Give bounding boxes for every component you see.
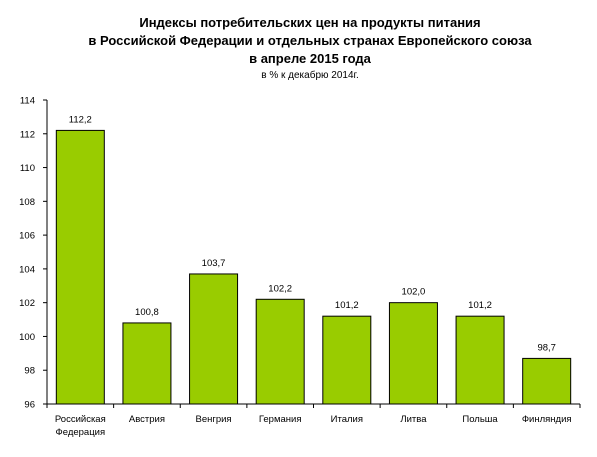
data-label: 100,8 — [135, 307, 159, 318]
data-label: 102,0 — [402, 287, 426, 298]
bar — [322, 315, 372, 405]
chart-title-line-2: в Российской Федерации и отдельных стран… — [88, 33, 532, 48]
plot-area: 96 98 100 102 104 106 108 110 112 114 112,2 Российс… — [19, 96, 581, 438]
x-category-label: Германия — [259, 414, 302, 425]
x-category-label: Австрия — [129, 414, 165, 425]
x-category-label: Италия — [331, 414, 363, 425]
bar — [189, 273, 239, 405]
chart-subtitle: в % к декабрю 2014г. — [261, 69, 359, 81]
y-tick-label: 102 — [19, 298, 35, 309]
y-tick-label: 100 — [19, 332, 35, 343]
bar — [255, 298, 305, 405]
bar — [388, 302, 438, 405]
x-category-label: Федерация — [56, 427, 106, 438]
chart-title-line-3: в апреле 2015 года — [249, 51, 372, 66]
data-label: 98,7 — [537, 342, 556, 353]
y-tick-label: 112 — [20, 129, 35, 140]
data-label: 101,2 — [335, 300, 359, 311]
chart-title-line-1: Индексы потребительских цен на продукты … — [139, 15, 480, 30]
y-tick-label: 104 — [19, 264, 35, 275]
bar — [55, 129, 105, 405]
y-tick-label: 96 — [24, 400, 35, 411]
data-label: 112,2 — [69, 114, 92, 125]
chart-title: Индексы потребительских цен на продукты … — [88, 15, 532, 81]
y-tick-label: 114 — [20, 96, 35, 107]
bar — [522, 357, 572, 405]
y-tick-label: 106 — [19, 231, 35, 242]
data-label: 101,2 — [468, 300, 492, 311]
x-category-label: Финляндия — [522, 414, 572, 425]
bar — [122, 322, 172, 405]
x-category-label: Российская — [55, 414, 106, 425]
x-category-label: Литва — [400, 414, 427, 425]
data-label: 102,2 — [268, 283, 292, 294]
y-tick-label: 108 — [19, 197, 35, 208]
y-tick-label: 110 — [20, 163, 35, 174]
bar — [455, 315, 505, 405]
y-tick-label: 98 — [24, 366, 35, 377]
data-label: 103,7 — [202, 258, 226, 269]
x-category-label: Венгрия — [196, 414, 232, 425]
x-category-label: Польша — [462, 414, 498, 425]
